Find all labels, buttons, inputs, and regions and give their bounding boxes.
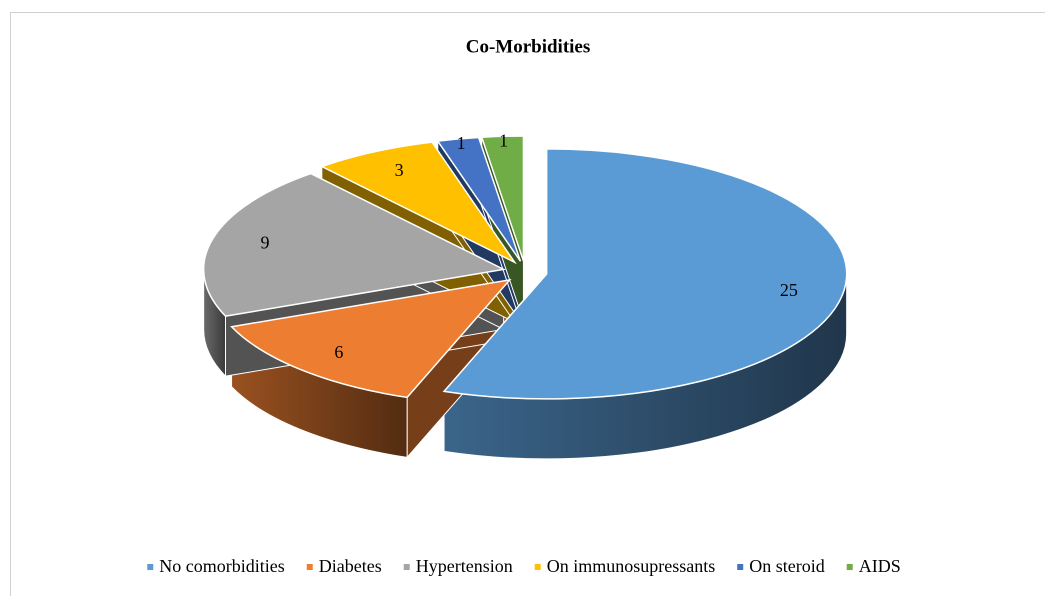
legend-label: On immunosupressants [547,556,716,576]
slice [230,278,512,399]
slice [436,136,522,262]
legend-label: On steroid [749,556,825,576]
legend-swatch [846,564,853,570]
legend-item: On steroid [737,556,825,576]
legend-swatch [737,564,744,570]
data-label: 25 [780,280,798,300]
legend-item: AIDS [846,556,901,576]
pie-tops [202,135,848,400]
legend-item: Diabetes [306,556,382,576]
legend-swatch [403,564,410,570]
legend-swatch [147,564,154,570]
slice [319,141,517,265]
legend-swatch [534,564,541,570]
legend-item: Hypertension [403,556,513,576]
legend-item: On immunosupressants [534,556,716,576]
legend-label: No comorbidities [159,556,284,576]
legend-label: AIDS [859,556,901,576]
slice [442,148,848,400]
data-label: 1 [457,133,466,153]
data-label: 9 [260,233,269,253]
legend-item: No comorbidities [147,556,285,576]
data-label: 1 [499,131,508,151]
legend-label: Hypertension [416,556,513,576]
legend-label: Diabetes [319,556,382,576]
data-label: 3 [395,160,404,180]
data-labels: 25 6 9 3 1 1 [260,131,797,362]
chart-title: Co-Morbidities [466,36,591,57]
legend: No comorbidities Diabetes Hypertension On i… [147,556,901,576]
slice [480,135,525,262]
data-label: 6 [334,342,343,362]
legend-swatch [306,564,313,570]
slice [202,172,507,317]
